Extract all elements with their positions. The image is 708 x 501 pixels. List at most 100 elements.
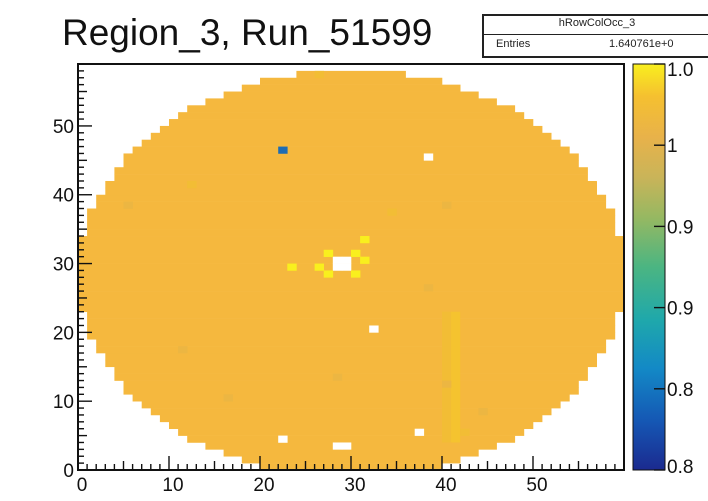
- colorbar-tick-label: 0.8: [667, 380, 693, 401]
- heatmap-cell: [323, 249, 334, 257]
- heatmap-cell: [332, 373, 343, 381]
- heatmap-cell: [442, 201, 452, 209]
- x-tick-label: 40: [435, 475, 456, 496]
- heatmap-cell: [332, 263, 343, 271]
- heatmap-row: [96, 346, 607, 354]
- heatmap-cell: [314, 70, 324, 79]
- heatmap-cells: [78, 70, 624, 470]
- colorbar-tick-label: 0.8: [667, 457, 693, 478]
- stats-histogram-name: hRowColOcc_3: [558, 17, 636, 29]
- x-tick-label: 30: [344, 475, 365, 496]
- colorbar-tick-labels: 0.8 0.8 0.9 0.9 1 1.0: [667, 60, 693, 478]
- heatmap-row: [87, 215, 616, 223]
- x-axis-tick-labels: 0 10 20 30 40 50: [77, 475, 548, 496]
- y-tick-label: 40: [53, 186, 74, 207]
- colorbar-ticks: [654, 63, 665, 471]
- heatmap-cell: [187, 180, 197, 189]
- heatmap-cell: [414, 428, 425, 436]
- y-tick-label: 20: [53, 323, 74, 344]
- heatmap-row: [178, 428, 525, 436]
- stats-divider: [484, 34, 708, 35]
- plot-title: Region_3, Run_51599: [62, 12, 433, 53]
- heatmap-row: [141, 401, 561, 409]
- heatmap-cell: [287, 263, 297, 271]
- y-tick-label: 0: [63, 461, 74, 482]
- heatmap-row: [223, 449, 479, 457]
- heatmap-dim-column: [451, 311, 461, 443]
- heatmap-cell: [314, 263, 324, 271]
- heatmap-cell: [351, 249, 361, 257]
- heatmap-row: [159, 125, 543, 134]
- heatmap-dim-column: [442, 311, 452, 443]
- heatmap-row: [96, 339, 607, 347]
- heatmap-cell: [351, 270, 361, 278]
- heatmap-row: [105, 359, 598, 368]
- heatmap-row: [159, 414, 543, 423]
- heatmap-row: [241, 84, 461, 92]
- heatmap-cell: [332, 442, 343, 450]
- heatmap-row: [169, 421, 534, 430]
- heatmap-row: [178, 112, 525, 120]
- heatmap-cell: [332, 256, 343, 264]
- stats-entries-label: Entries: [496, 38, 531, 50]
- heatmap-cell: [423, 284, 434, 292]
- heatmap-row: [87, 222, 616, 230]
- x-tick-label: 0: [77, 475, 88, 496]
- heatmap-cell: [387, 208, 397, 216]
- stats-entries-value: 1.640761e+0: [609, 38, 674, 50]
- heatmap-row: [78, 284, 624, 292]
- heatmap-row: [87, 229, 616, 237]
- colorbar-tick-label: 1.0: [667, 60, 693, 81]
- heatmap-row: [114, 167, 588, 175]
- heatmap-row: [96, 201, 607, 209]
- heatmap-row: [78, 304, 624, 313]
- heatmap-row: [87, 318, 616, 326]
- heatmap-row: [78, 277, 624, 285]
- heatmap-cell: [278, 435, 288, 443]
- heatmap-cell: [341, 442, 352, 450]
- heatmap-row: [260, 77, 443, 85]
- heatmap-row: [87, 325, 616, 333]
- heatmap-cell: [596, 174, 607, 182]
- heatmap-row: [87, 208, 616, 216]
- heatmap-row: [105, 180, 598, 189]
- heatmap-cell: [478, 408, 488, 416]
- heatmap-row: [78, 236, 624, 244]
- heatmap-row: [87, 311, 616, 319]
- colorbar: [633, 64, 665, 470]
- heatmap-cell: [460, 428, 470, 436]
- stats-box: hRowColOcc_3 Entries 1.640761e+0: [482, 14, 708, 58]
- heatmap-row: [123, 160, 579, 168]
- heatmap-row: [123, 387, 579, 395]
- heatmap-cell: [278, 146, 288, 154]
- heatmap-row: [187, 435, 516, 443]
- heatmap-cell: [442, 380, 452, 388]
- x-tick-label: 20: [253, 475, 274, 496]
- heatmap-cell: [123, 201, 133, 209]
- heatmap-row: [223, 91, 479, 99]
- heatmap-row: [105, 353, 598, 361]
- heatmap-row: [114, 373, 588, 381]
- x-tick-label: 10: [162, 475, 183, 496]
- y-tick-label: 10: [53, 392, 74, 413]
- heatmap-row: [114, 366, 588, 374]
- heatmap-cell: [360, 256, 370, 264]
- heatmap-row: [150, 408, 552, 416]
- heatmap-cell: [323, 270, 334, 278]
- heatmap-cell: [178, 346, 188, 354]
- y-axis-ticks: [78, 63, 92, 471]
- y-axis-tick-labels: 0 10 20 30 40 50: [53, 117, 74, 482]
- heatmap-cell: [341, 256, 352, 264]
- heatmap-cell: [360, 236, 370, 244]
- heatmap-row: [187, 105, 516, 113]
- y-tick-label: 30: [53, 255, 74, 276]
- heatmap-row: [141, 139, 561, 147]
- x-axis-ticks: [77, 456, 625, 470]
- y-tick-label: 50: [53, 117, 74, 138]
- colorbar-frame: [632, 63, 666, 471]
- x-tick-label: 50: [526, 475, 547, 496]
- colorbar-tick-label: 0.9: [667, 299, 693, 320]
- heatmap-row: [123, 153, 579, 161]
- heatmap-cell: [341, 263, 352, 271]
